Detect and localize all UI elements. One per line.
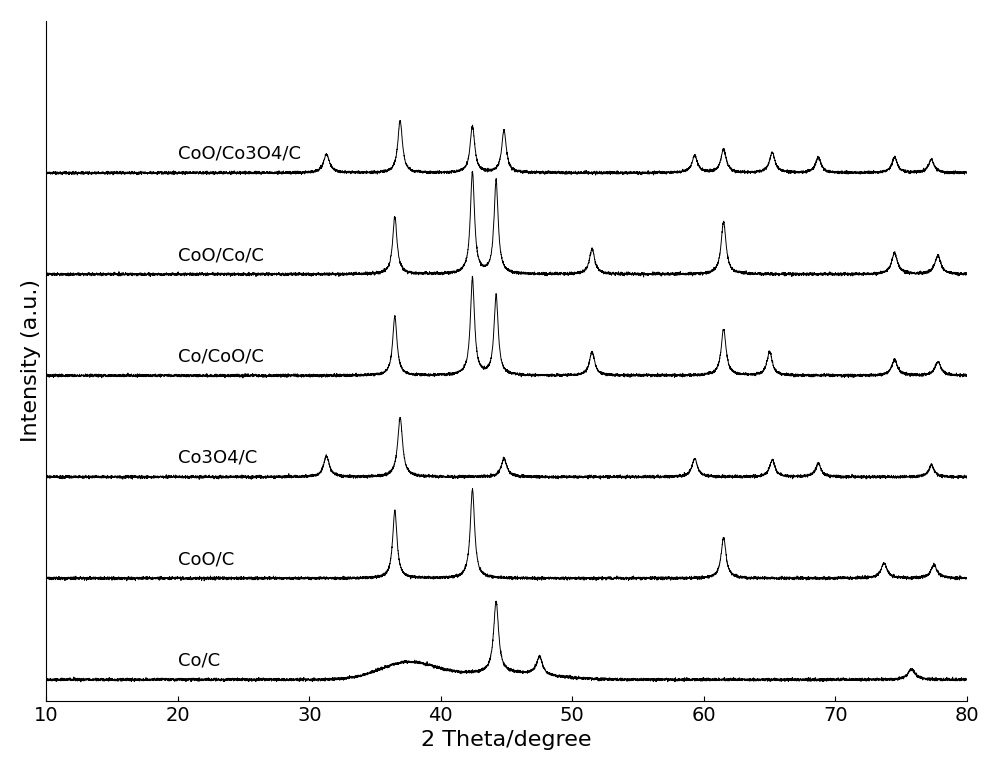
Text: Co/CoO/C: Co/CoO/C <box>178 348 264 365</box>
Text: CoO/Co/C: CoO/Co/C <box>178 246 264 264</box>
Text: Co3O4/C: Co3O4/C <box>178 449 257 466</box>
Text: CoO/C: CoO/C <box>178 550 234 568</box>
X-axis label: 2 Theta/degree: 2 Theta/degree <box>421 730 592 750</box>
Text: CoO/Co3O4/C: CoO/Co3O4/C <box>178 145 301 163</box>
Y-axis label: Intensity (a.u.): Intensity (a.u.) <box>21 279 41 443</box>
Text: Co/C: Co/C <box>178 651 220 669</box>
